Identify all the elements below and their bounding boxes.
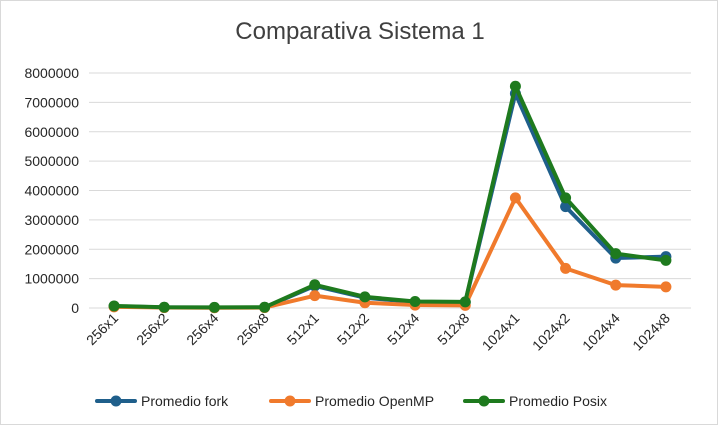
series-layer <box>108 80 672 314</box>
x-tick-label: 512x4 <box>384 310 422 348</box>
data-point <box>560 201 572 213</box>
series-3 <box>108 80 672 313</box>
data-point <box>309 290 321 302</box>
y-tick-label: 4000000 <box>24 183 79 199</box>
data-point <box>459 296 471 308</box>
legend-swatch-marker <box>478 395 490 407</box>
data-point <box>560 262 572 274</box>
x-tick-label: 1024x4 <box>579 310 623 354</box>
data-point <box>509 192 521 204</box>
series-1 <box>108 88 672 314</box>
chart-title: Comparativa Sistema 1 <box>235 18 484 45</box>
y-axis: 0 1000000 2000000 3000000 4000000 5000000 6000… <box>24 65 79 316</box>
series-2 <box>108 192 672 314</box>
legend-item: Promedio OpenMP <box>269 393 434 409</box>
x-tick-label: 256x2 <box>133 310 171 348</box>
y-tick-label: 8000000 <box>24 65 79 81</box>
y-tick-label: 5000000 <box>24 153 79 169</box>
y-tick-label: 0 <box>71 300 79 316</box>
data-point <box>108 300 120 312</box>
y-tick-label: 3000000 <box>24 212 79 228</box>
legend-label: Promedio OpenMP <box>315 393 434 409</box>
x-tick-label: 1024x2 <box>529 310 573 354</box>
x-tick-label: 1024x1 <box>479 310 523 354</box>
series-line <box>112 195 668 310</box>
x-tick-label: 512x1 <box>284 310 322 348</box>
series-line <box>112 84 668 310</box>
x-tick-label: 256x8 <box>233 310 271 348</box>
data-point <box>610 279 622 291</box>
data-point <box>560 192 572 204</box>
data-point <box>359 291 371 303</box>
x-tick-label: 256x4 <box>183 310 221 348</box>
x-tick-label: 512x8 <box>434 310 472 348</box>
x-tick-label: 1024x8 <box>629 310 673 354</box>
gridlines <box>89 72 691 309</box>
data-point <box>660 281 672 293</box>
legend-swatch-marker <box>284 395 296 407</box>
legend: Promedio fork Promedio OpenMP Promedio Pos… <box>95 393 607 409</box>
x-axis: 256x1 256x2 256x4 256x8 512x1 512x2 512x4 512x8… <box>83 310 673 354</box>
data-point <box>208 301 220 313</box>
data-point <box>309 279 321 291</box>
data-point <box>158 301 170 313</box>
x-tick-label: 512x2 <box>334 310 372 348</box>
y-tick-label: 7000000 <box>24 94 79 110</box>
legend-label: Promedio Posix <box>509 393 607 409</box>
legend-item: Promedio Posix <box>463 393 607 409</box>
legend-label: Promedio fork <box>141 393 229 409</box>
y-tick-label: 6000000 <box>24 124 79 140</box>
y-tick-label: 1000000 <box>24 271 79 287</box>
legend-item: Promedio fork <box>95 393 229 409</box>
data-point <box>409 296 421 308</box>
legend-swatch-marker <box>110 395 122 407</box>
data-point <box>259 301 271 313</box>
data-point <box>509 80 521 92</box>
data-point <box>660 254 672 266</box>
x-tick-label: 256x1 <box>83 310 121 348</box>
y-tick-label: 2000000 <box>24 241 79 257</box>
data-point <box>610 248 622 260</box>
